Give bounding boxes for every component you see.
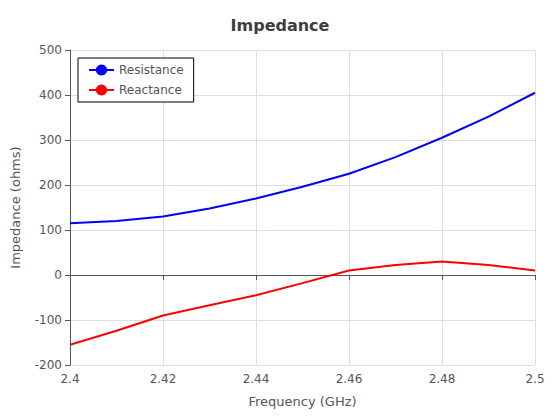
svg-text:-200: -200 [35,358,62,372]
svg-text:2.48: 2.48 [429,372,456,386]
svg-text:2.46: 2.46 [336,372,363,386]
svg-text:2.5: 2.5 [525,372,544,386]
svg-text:-100: -100 [35,313,62,327]
svg-text:300: 300 [39,133,62,147]
svg-text:Resistance: Resistance [119,63,184,77]
svg-text:100: 100 [39,223,62,237]
svg-text:200: 200 [39,178,62,192]
svg-text:Impedance: Impedance [231,16,330,35]
svg-text:2.4: 2.4 [60,372,79,386]
svg-text:2.42: 2.42 [150,372,177,386]
svg-text:500: 500 [39,43,62,57]
svg-text:2.44: 2.44 [243,372,270,386]
svg-text:Frequency (GHz): Frequency (GHz) [248,394,356,409]
svg-text:400: 400 [39,88,62,102]
svg-text:0: 0 [54,268,62,282]
svg-text:Impedance (ohms): Impedance (ohms) [8,146,23,268]
svg-text:Reactance: Reactance [119,83,182,97]
